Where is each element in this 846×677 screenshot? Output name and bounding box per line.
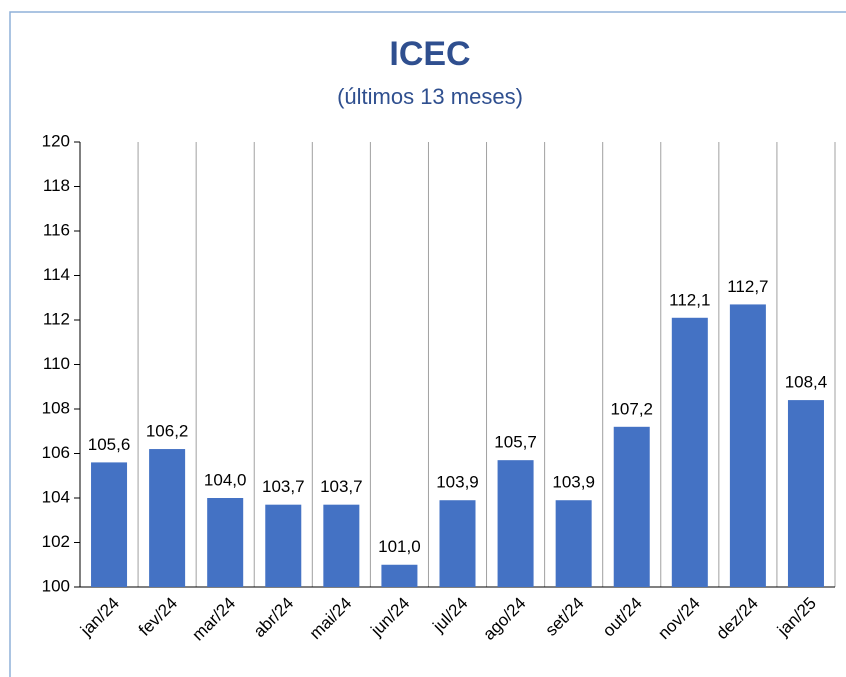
bar xyxy=(555,500,592,587)
x-tick-label: fev/24 xyxy=(135,594,181,640)
chart-frame xyxy=(9,11,846,677)
x-tick-label: dez/24 xyxy=(712,594,762,644)
x-tick-label: out/24 xyxy=(599,594,646,641)
data-label: 103,7 xyxy=(262,477,305,496)
y-tick-label: 108 xyxy=(42,398,70,417)
data-label: 112,7 xyxy=(727,277,768,296)
x-tick-label: mar/24 xyxy=(188,594,239,645)
bar xyxy=(381,564,418,587)
data-label: 103,7 xyxy=(320,477,363,496)
y-tick-label: 110 xyxy=(43,354,70,373)
x-tick-label: jan/24 xyxy=(76,594,123,641)
chart-title: ICEC xyxy=(389,35,470,73)
data-label: 103,9 xyxy=(552,473,595,492)
x-tick-label: mai/24 xyxy=(306,594,356,644)
x-tick-label: jun/24 xyxy=(367,594,414,641)
y-tick-label: 118 xyxy=(43,176,70,195)
bar xyxy=(323,504,360,587)
bar xyxy=(671,317,708,587)
y-tick-label: 112 xyxy=(43,309,70,328)
y-tick-label: 116 xyxy=(43,220,70,239)
bar xyxy=(265,504,302,587)
data-label: 105,7 xyxy=(494,433,537,452)
data-label: 103,9 xyxy=(436,473,479,492)
y-tick-label: 106 xyxy=(42,443,70,462)
bar xyxy=(207,498,244,587)
bar xyxy=(439,500,476,587)
y-tick-label: 104 xyxy=(42,487,70,506)
x-tick-label: jan/25 xyxy=(773,594,820,641)
y-tick-label: 114 xyxy=(43,265,70,284)
x-tick-label: set/24 xyxy=(541,594,587,640)
data-label: 104,0 xyxy=(204,470,247,489)
y-tick-label: 120 xyxy=(42,131,70,150)
bar xyxy=(613,426,650,587)
data-label: 101,0 xyxy=(378,537,421,556)
y-tick-label: 102 xyxy=(42,532,70,551)
bar xyxy=(149,449,186,587)
y-tick-label: 100 xyxy=(42,576,70,595)
data-label: 106,2 xyxy=(146,422,189,441)
x-tick-label: nov/24 xyxy=(654,594,704,644)
x-tick-label: jul/24 xyxy=(429,594,472,637)
bar xyxy=(729,304,766,587)
x-tick-label: ago/24 xyxy=(479,594,529,644)
data-label: 108,4 xyxy=(785,373,828,392)
data-label: 107,2 xyxy=(610,399,653,418)
x-tick-label: abr/24 xyxy=(250,594,298,642)
bar xyxy=(91,462,128,587)
chart-subtitle: (últimos 13 meses) xyxy=(337,84,523,109)
data-label: 105,6 xyxy=(88,435,131,454)
data-label: 112,1 xyxy=(669,290,710,309)
bar xyxy=(787,400,824,587)
bar xyxy=(497,460,534,587)
